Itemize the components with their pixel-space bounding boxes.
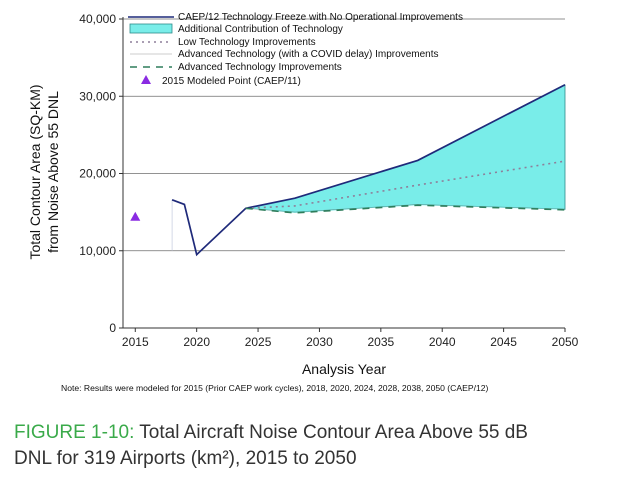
y-ticks: 0 10,000 20,000 30,000 40,000 bbox=[79, 12, 123, 335]
legend-label-area: Additional Contribution of Technology bbox=[178, 24, 343, 35]
legend-swatch-area bbox=[129, 23, 173, 34]
x-tick-label: 2040 bbox=[429, 335, 456, 349]
legend-label-freeze: CAEP/12 Technology Freeze with No Operat… bbox=[178, 12, 463, 23]
technology-area-fill bbox=[245, 84, 565, 213]
x-axis-title: Analysis Year bbox=[302, 361, 386, 377]
legend-label-modeled-point: 2015 Modeled Point (CAEP/11) bbox=[162, 76, 301, 87]
x-tick-label: 2025 bbox=[245, 335, 272, 349]
x-tick-label: 2020 bbox=[183, 335, 210, 349]
series-line-advanced bbox=[245, 204, 566, 214]
y-tick-label: 30,000 bbox=[79, 89, 116, 103]
series-lines bbox=[171, 83, 566, 257]
legend-label-covid: Advanced Technology (with a COVID delay)… bbox=[178, 49, 439, 60]
legend-label-low-tech: Low Technology Improvements bbox=[178, 37, 316, 48]
legend-swatch-modeled-point bbox=[141, 75, 151, 84]
figure-caption: FIGURE 1-10: Total Aircraft Noise Contou… bbox=[14, 420, 614, 472]
legend: CAEP/12 Technology Freeze with No Operat… bbox=[128, 12, 463, 87]
figure-caption-line-1: Total Aircraft Noise Contour Area Above … bbox=[134, 422, 528, 443]
x-tick-label: 2030 bbox=[306, 335, 333, 349]
figure-caption-line-2: DNL for 319 Airports (km²), 2015 to 2050 bbox=[14, 448, 357, 469]
figure-label: FIGURE 1-10: bbox=[14, 422, 135, 443]
y-tick-label: 0 bbox=[109, 321, 116, 335]
x-ticks: 2015 2020 2025 2030 2035 2040 2045 2050 bbox=[122, 328, 579, 349]
modeled-point-2015 bbox=[130, 211, 141, 221]
technology-contribution-area bbox=[245, 84, 566, 213]
y-tick-label: 20,000 bbox=[79, 167, 116, 181]
y-axis-title-line-1: Total Contour Area (SQ-KM) bbox=[27, 84, 43, 259]
y-tick-label: 40,000 bbox=[79, 12, 116, 26]
x-tick-label: 2045 bbox=[490, 335, 517, 349]
legend-label-advanced: Advanced Technology Improvements bbox=[178, 62, 342, 73]
modeled-points bbox=[130, 211, 141, 221]
y-axis-title-line-2: from Noise Above 55 DNL bbox=[45, 91, 61, 253]
chart-note: Note: Results were modeled for 2015 (Pri… bbox=[61, 383, 489, 393]
x-tick-label: 2035 bbox=[367, 335, 394, 349]
x-tick-label: 2050 bbox=[552, 335, 579, 349]
series-line-low-tech bbox=[245, 160, 566, 210]
x-tick-label: 2015 bbox=[122, 335, 149, 349]
y-tick-label: 10,000 bbox=[79, 244, 116, 258]
